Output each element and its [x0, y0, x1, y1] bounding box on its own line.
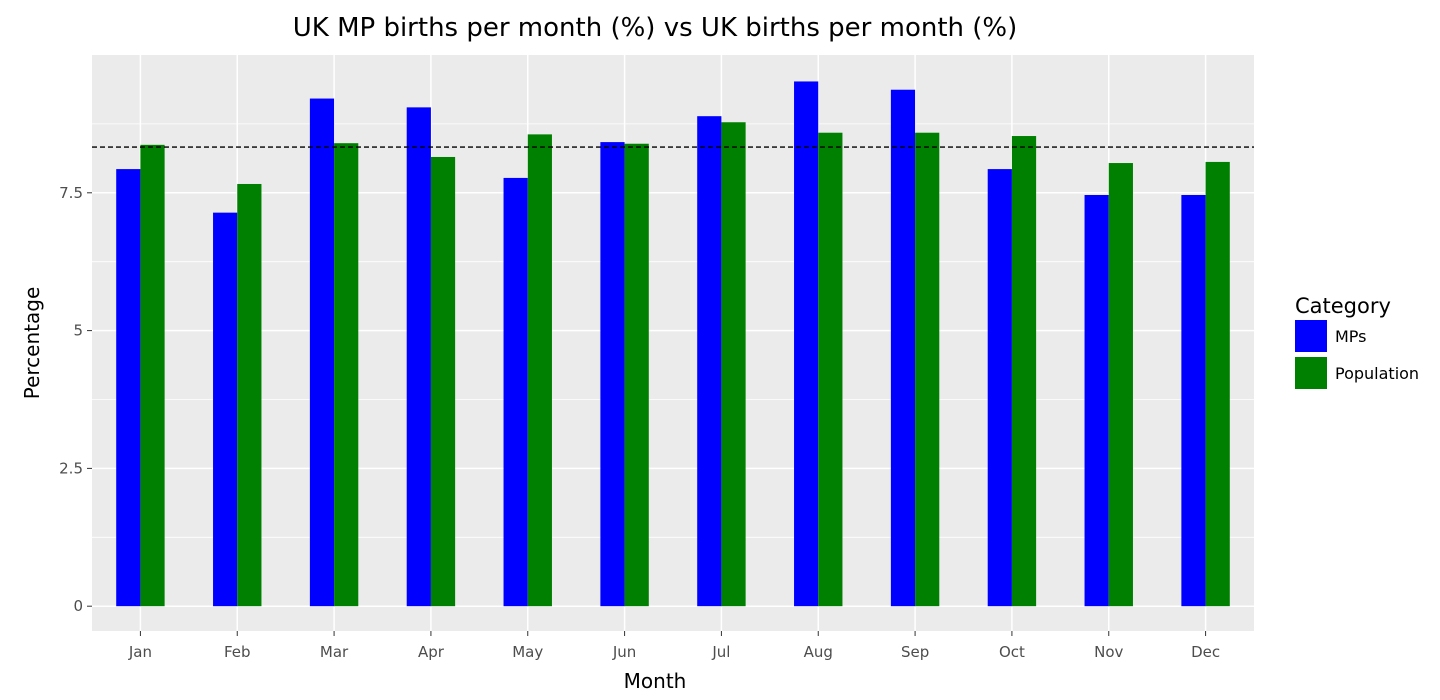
legend-title: Category: [1295, 294, 1391, 318]
bar-mps-aug: [794, 81, 819, 607]
chart-title: UK MP births per month (%) vs UK births …: [293, 13, 1018, 43]
plot-panel: [92, 55, 1254, 631]
legend-swatch-population: [1295, 357, 1327, 389]
bar-mps-jan: [116, 169, 141, 607]
legend-swatch-mps: [1295, 320, 1327, 352]
legend: Category MPs Population: [1295, 294, 1419, 389]
x-tick-label: Sep: [901, 643, 929, 661]
legend-label-population: Population: [1335, 364, 1419, 383]
bar-population-oct: [1011, 136, 1037, 607]
bar-population-jul: [721, 122, 746, 607]
bars: [116, 81, 1230, 607]
y-axis-title: Percentage: [20, 287, 44, 400]
bar-population-dec: [1205, 161, 1230, 607]
bar-population-nov: [1108, 163, 1133, 607]
x-tick-label: Nov: [1094, 643, 1123, 661]
x-tick-label: Jan: [128, 643, 152, 661]
x-tick-label: Oct: [999, 643, 1025, 661]
bar-mps-feb: [213, 212, 238, 607]
y-tick-label: 7.5: [59, 184, 83, 202]
bar-mps-sep: [890, 89, 916, 607]
bar-mps-may: [503, 177, 528, 607]
legend-label-mps: MPs: [1335, 327, 1367, 346]
y-axis: 0 2.5 5 7.5: [59, 184, 92, 615]
bar-population-apr: [430, 156, 456, 607]
bar-population-may: [527, 134, 552, 607]
x-axis: Jan Feb Mar Apr May Jun Jul Aug Sep Oct Nov Dec: [128, 631, 1220, 661]
bar-mps-nov: [1084, 195, 1109, 607]
bar-mps-dec: [1181, 195, 1206, 607]
bar-population-mar: [334, 143, 359, 607]
y-tick-label: 2.5: [59, 459, 83, 477]
x-tick-label: Mar: [320, 643, 349, 661]
bar-population-aug: [818, 132, 843, 607]
bar-mps-jul: [697, 116, 722, 607]
bar-mps-mar: [309, 98, 335, 607]
x-tick-label: Feb: [224, 643, 251, 661]
bar-population-feb: [237, 183, 262, 607]
x-tick-label: Apr: [418, 643, 445, 661]
bar-population-jan: [140, 144, 165, 607]
x-tick-label: Dec: [1191, 643, 1220, 661]
y-tick-label: 0: [73, 597, 83, 615]
x-tick-label: May: [512, 643, 543, 661]
bar-population-jun: [624, 143, 649, 607]
x-tick-label: Jun: [612, 643, 636, 661]
bar-population-sep: [915, 132, 940, 607]
y-tick-label: 5: [73, 322, 83, 340]
x-axis-title: Month: [624, 669, 687, 693]
x-tick-label: Jul: [711, 643, 730, 661]
bar-mps-oct: [987, 169, 1012, 607]
bar-mps-apr: [406, 107, 431, 607]
bar-mps-jun: [600, 142, 625, 607]
x-tick-label: Aug: [804, 643, 833, 661]
